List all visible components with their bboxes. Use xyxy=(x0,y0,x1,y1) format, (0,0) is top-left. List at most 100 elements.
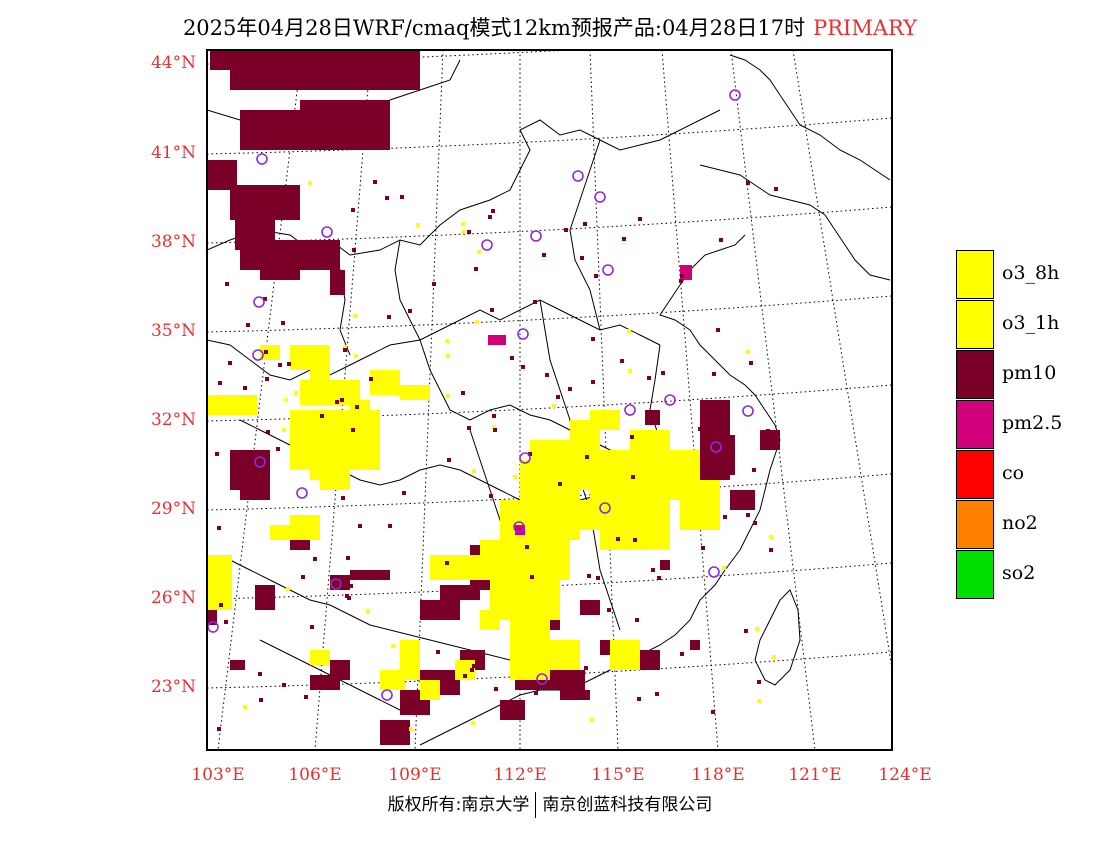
pm10-cell xyxy=(278,363,282,367)
o3-cell xyxy=(660,450,700,480)
legend-item: o3_8h xyxy=(956,250,1096,300)
pm10-cell xyxy=(490,308,494,312)
pm10-cell xyxy=(660,560,670,570)
station-marker xyxy=(256,153,268,165)
pm10-cell xyxy=(657,576,661,580)
pm10-cell xyxy=(300,100,390,120)
pm10-cell xyxy=(310,675,340,690)
pm10-cell xyxy=(231,480,235,484)
pm10-cell xyxy=(753,521,757,525)
pm10-cell xyxy=(769,548,773,552)
pm10-cell xyxy=(661,371,665,375)
pm10-cell xyxy=(263,297,267,301)
pm10-cell xyxy=(351,208,355,212)
legend-item: no2 xyxy=(956,500,1096,550)
pm10-cell xyxy=(585,455,589,459)
longitude-line xyxy=(661,50,719,750)
pm10-cell xyxy=(560,690,590,700)
pm10-cell xyxy=(265,377,269,381)
station-marker xyxy=(330,578,342,590)
station-marker xyxy=(624,404,636,416)
pm10-cell xyxy=(591,337,595,341)
pm25-cell xyxy=(488,335,506,345)
legend-label: o3_8h xyxy=(1002,262,1060,284)
pm10-cell xyxy=(224,620,228,624)
pm10-cell xyxy=(432,282,436,286)
o3-cell xyxy=(343,345,347,349)
pm10-cell xyxy=(680,652,684,656)
pm10-cell xyxy=(631,475,635,479)
station-marker xyxy=(536,673,548,685)
lon-tick-label: 109°E xyxy=(388,765,442,785)
pm10-cell xyxy=(493,428,497,432)
pm10-cell xyxy=(637,697,641,701)
pm10-cell xyxy=(630,435,634,439)
pm10-cell xyxy=(281,321,285,325)
pm10-cell xyxy=(408,309,412,313)
pm10-cell xyxy=(218,381,222,385)
pm10-cell xyxy=(716,328,720,332)
pm10-cell xyxy=(228,361,232,365)
pm10-cell xyxy=(491,209,495,213)
pm10-cell xyxy=(760,430,780,450)
pm10-cell xyxy=(492,414,496,418)
pm10-cell xyxy=(217,526,221,530)
pm10-cell xyxy=(542,253,546,257)
station-marker xyxy=(517,328,529,340)
pm10-cell xyxy=(217,727,221,731)
o3-cell xyxy=(628,369,632,373)
pm10-cell xyxy=(467,230,471,234)
pm10-cell xyxy=(723,515,727,519)
pm10-cell xyxy=(260,191,264,195)
pm10-cell xyxy=(287,362,291,366)
pm10-cell xyxy=(461,391,465,395)
pm10-cell xyxy=(594,274,598,278)
map-title: 2025年04月28日WRF/cmaq模式12km预报产品:04月28日17时 P… xyxy=(0,12,1100,42)
pm10-cell xyxy=(746,181,750,185)
pm10-cell xyxy=(387,315,391,319)
legend-label: o3_1h xyxy=(1002,312,1060,334)
pm10-cell xyxy=(701,546,705,550)
pm10-cell xyxy=(380,720,410,745)
pm10-cell xyxy=(470,668,474,672)
o3-cell xyxy=(260,345,280,360)
lon-tick-label: 112°E xyxy=(493,765,547,785)
pm10-cell xyxy=(607,608,611,612)
pm10-cell xyxy=(266,430,270,434)
legend-item: pm2.5 xyxy=(956,400,1096,450)
pm10-cell xyxy=(346,556,350,560)
pm10-cell xyxy=(345,594,349,598)
copyright-left: 版权所有:南京大学 xyxy=(387,795,530,815)
pm10-cell xyxy=(640,650,660,670)
o3-cell xyxy=(475,320,479,324)
pm10-cell xyxy=(369,377,373,381)
pm10-cell xyxy=(282,683,286,687)
o3-cell xyxy=(353,314,357,318)
legend-label: so2 xyxy=(1002,562,1036,584)
pm10-cell xyxy=(264,350,268,354)
pm10-cell xyxy=(355,405,359,409)
o3-cell xyxy=(270,525,290,540)
longitude-line xyxy=(792,50,892,672)
pm10-cell xyxy=(463,674,467,678)
pm10-cell xyxy=(638,217,642,221)
pm10-cell xyxy=(373,180,377,184)
lat-tick-label: 35°N xyxy=(150,321,196,341)
pm10-cell xyxy=(351,428,355,432)
pm10-cell xyxy=(289,187,293,191)
pm10-cell xyxy=(489,494,493,498)
station-marker xyxy=(253,296,265,308)
pm10-cell xyxy=(558,482,562,486)
copyright-right: 南京创蓝科技有限公司 xyxy=(542,795,713,815)
pm10-cell xyxy=(730,490,755,510)
pm10-cell xyxy=(246,323,250,327)
legend-swatch xyxy=(956,450,994,499)
o3-cell xyxy=(350,400,370,420)
o3-cell xyxy=(243,705,247,709)
o3-cell xyxy=(380,670,405,690)
latitude-line xyxy=(207,117,892,155)
legend-item: so2 xyxy=(956,550,1096,600)
o3-cell xyxy=(207,395,257,415)
pm10-cell xyxy=(580,256,584,260)
pm10-cell xyxy=(620,359,624,363)
